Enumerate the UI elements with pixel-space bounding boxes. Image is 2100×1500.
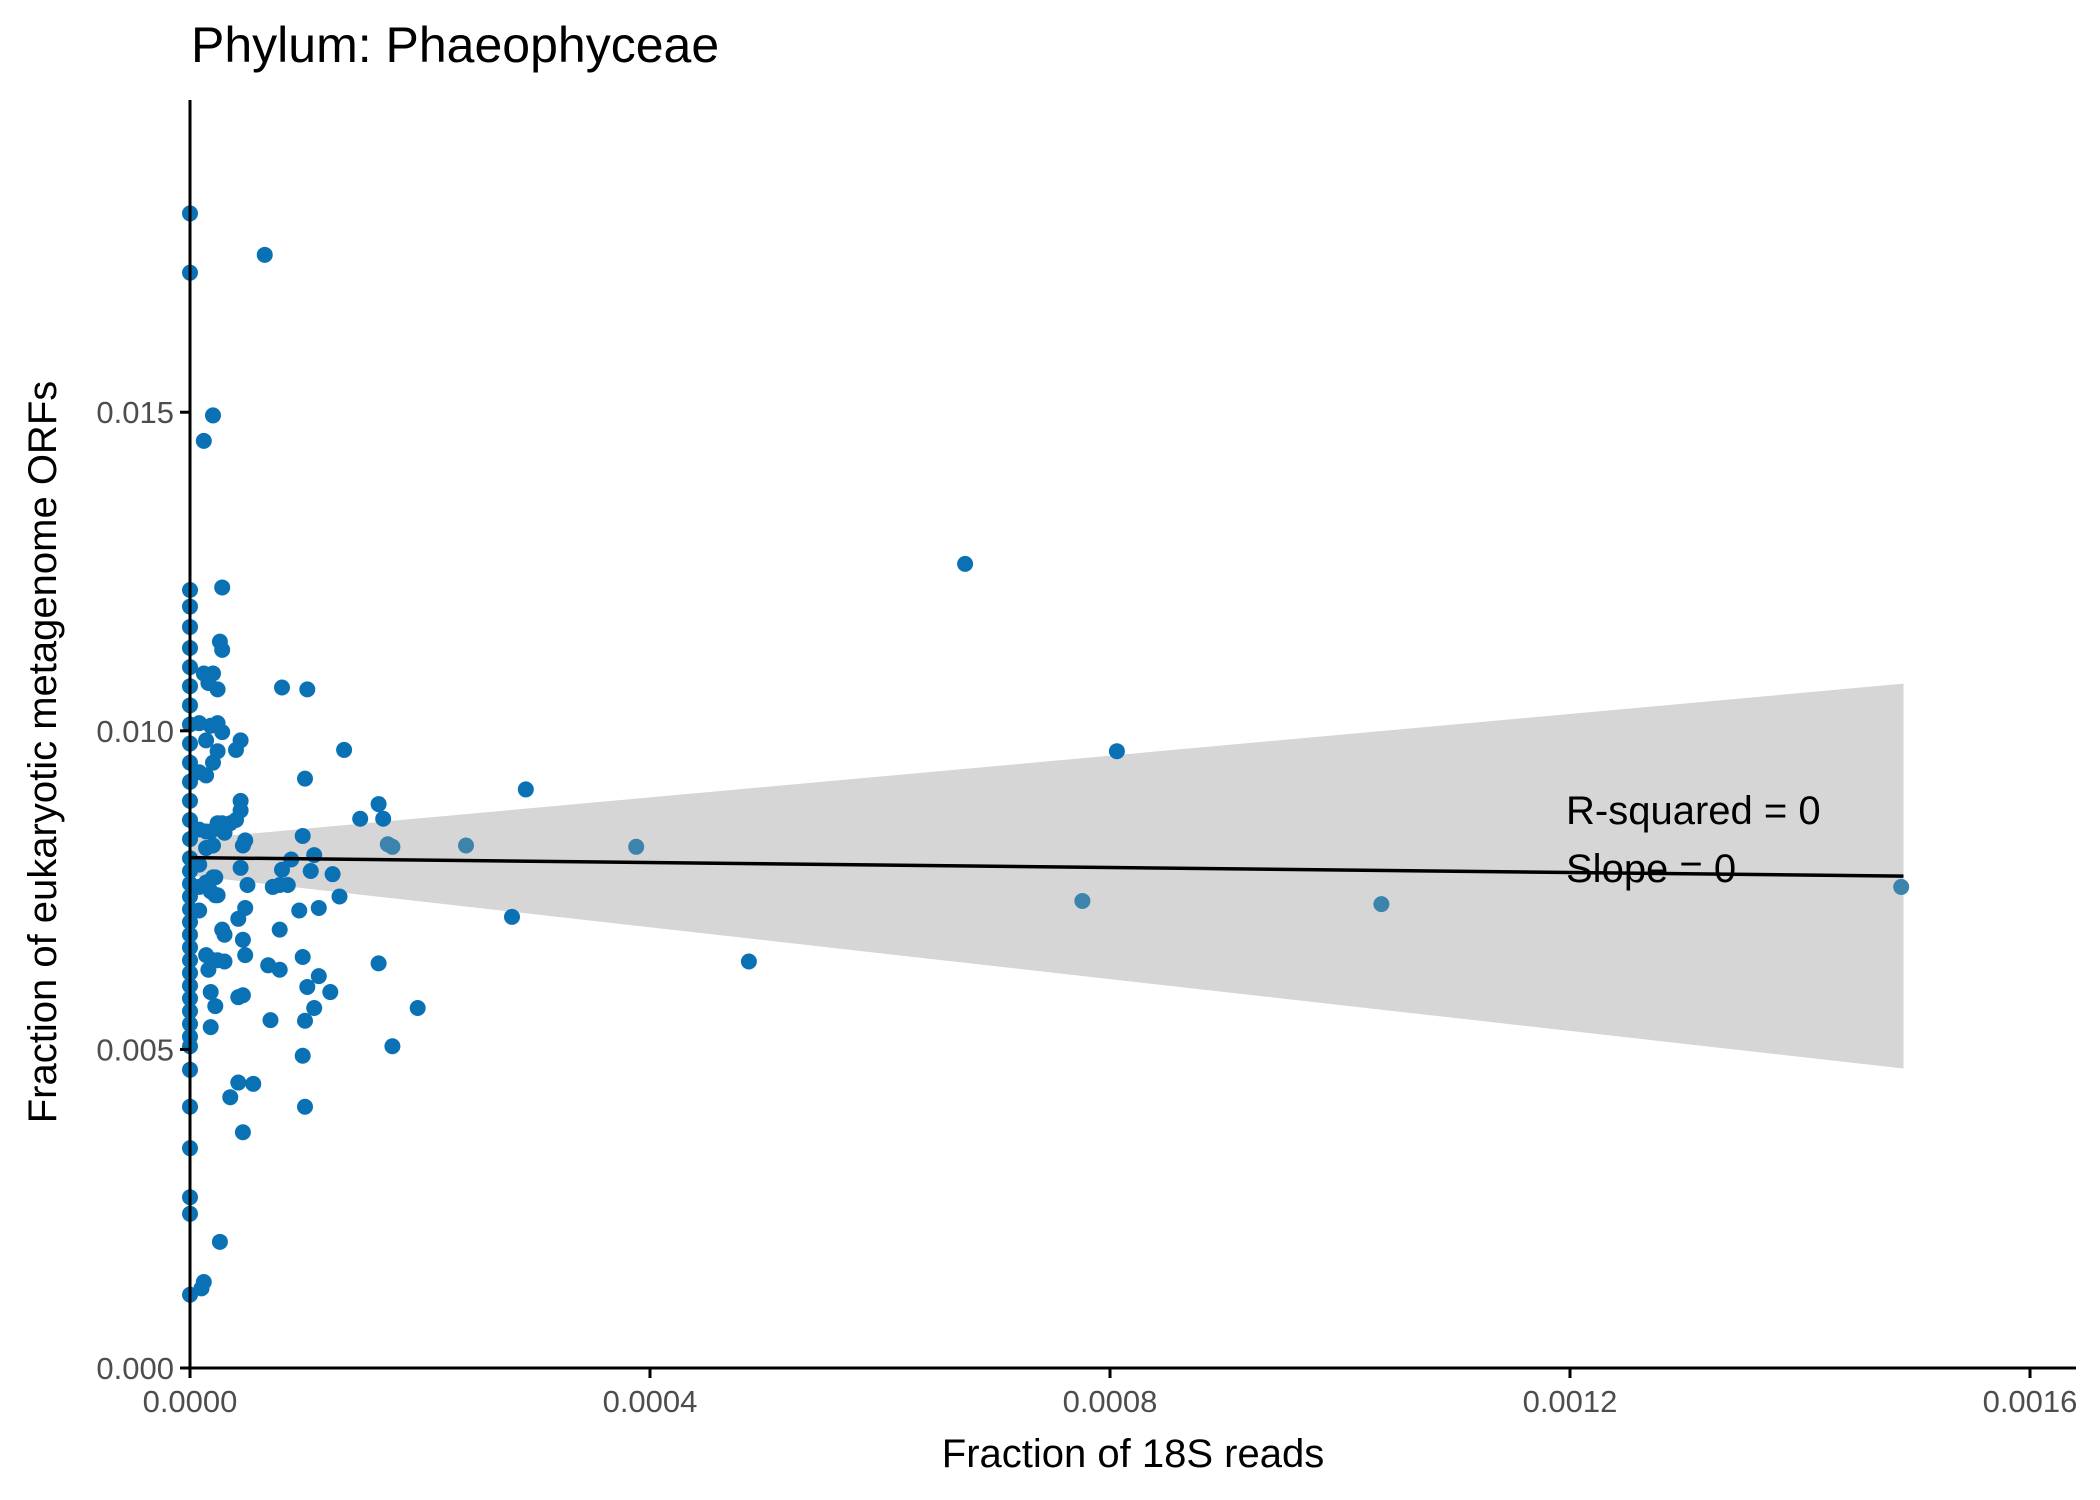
data-point [209,887,226,904]
data-point [209,681,226,698]
data-point [294,949,311,966]
data-point [234,987,251,1004]
data-point [294,827,311,844]
data-point [274,679,290,696]
data-point [202,1019,219,1036]
data-point [222,1089,239,1106]
data-point [504,908,520,925]
data-point [331,888,348,905]
data-point [957,555,974,572]
data-point [274,861,290,878]
data-point [198,732,215,749]
x-tick-label: 0.0008 [1063,1384,1158,1419]
x-axis-title: Fraction of 18S reads [942,1432,1324,1476]
data-point [191,856,208,873]
data-point [291,902,308,919]
data-point [256,246,273,263]
data-point [234,1124,251,1141]
data-point [370,955,387,972]
y-tick-label: 0.005 [96,1032,174,1067]
data-point [409,999,426,1016]
y-tick-label: 0.015 [96,395,174,430]
data-point [191,902,208,919]
data-point [1373,896,1390,913]
data-point [239,877,256,894]
data-point [271,921,288,938]
confidence-ribbon [190,683,1904,1069]
data-point [205,407,221,424]
data-point [207,869,224,886]
data-point [302,862,319,879]
data-point [209,743,226,760]
x-axis-ticks: 0.0000 0.0004 0.0008 0.0012 0.0016 [143,1368,2078,1419]
data-point [458,837,474,854]
data-point [310,899,327,916]
chart-title: Phylum: Phaeophyceae [191,17,719,73]
data-point [370,796,387,813]
data-point [310,968,327,985]
data-point [245,1075,262,1092]
data-point [1074,892,1091,909]
y-axis-ticks: 0.000 0.005 0.010 0.015 [96,395,190,1386]
r-squared-annotation: R-squared = 0 [1566,789,1821,833]
x-tick-label: 0.0016 [1983,1384,2078,1419]
data-point [237,899,254,916]
data-point [322,984,339,1001]
data-point [740,953,757,970]
slope-annotation: Slope = 0 [1566,847,1736,891]
x-tick-label: 0.0000 [143,1384,238,1419]
data-point [297,770,313,787]
data-point [1108,743,1125,760]
data-point [299,978,316,995]
data-point [232,859,249,876]
data-point [384,838,401,855]
y-axis-title: Fraction of eukaryotic metagenome ORFs [21,381,65,1124]
data-point [232,732,249,749]
data-point [271,961,288,978]
data-point [262,1012,279,1029]
x-tick-label: 0.0012 [1523,1384,1618,1419]
data-point [216,953,233,970]
y-tick-label: 0.000 [96,1351,174,1386]
plot-area [182,205,1910,1303]
data-point [230,1074,247,1091]
data-point [306,999,323,1016]
data-point [1893,878,1910,895]
data-point [216,926,233,943]
data-point [198,767,215,784]
data-point [202,984,219,1001]
data-point [336,741,353,758]
data-point [324,866,341,883]
data-point [375,810,392,827]
data-point [628,838,645,855]
data-point [517,781,534,798]
data-point [214,641,231,658]
data-point [195,1273,212,1290]
data-point [299,681,316,698]
data-point [297,1012,313,1029]
data-point [207,998,224,1015]
data-point [232,802,249,819]
data-point [279,877,296,894]
data-point [205,837,221,854]
data-point [237,832,254,849]
data-point [384,1038,401,1055]
data-point [297,1098,313,1115]
y-tick-label: 0.010 [96,714,174,749]
data-point [214,724,231,741]
data-point [205,665,221,682]
data-point [211,1233,228,1250]
data-point [214,579,231,596]
data-point [195,432,212,449]
x-tick-label: 0.0004 [603,1384,698,1419]
data-point [294,1047,311,1064]
data-point [234,931,251,948]
regression-line [189,855,1904,878]
data-point [352,810,369,827]
data-point [237,947,254,964]
axes: 0.0000 0.0004 0.0008 0.0012 0.0016 0.0000.00… [96,100,2077,1419]
